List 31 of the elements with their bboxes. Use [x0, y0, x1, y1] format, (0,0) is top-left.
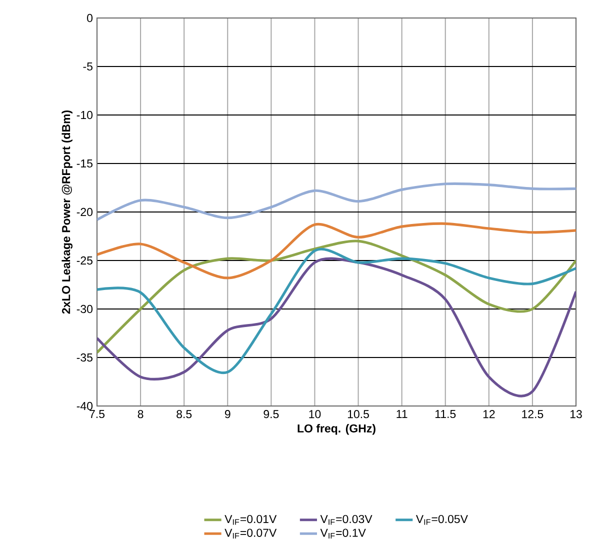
x-tick-label: 11: [396, 410, 408, 418]
x-tick-label: 9: [224, 410, 230, 418]
x-tick-label: 10.5: [348, 410, 369, 418]
legend-label: V$_{IF}$=0.05V: [416, 514, 468, 525]
y-tick-label: -5: [83, 62, 92, 71]
legend-label: V$_{IF}$=0.01V: [224, 514, 277, 525]
x-tick-label: 7.5: [90, 410, 105, 418]
legend-label: V$_{IF}$=0.07V: [224, 528, 277, 539]
x-tick-label: 12: [483, 410, 495, 418]
x-tick-label: 8: [138, 410, 144, 418]
line-series: [97, 240, 576, 354]
x-tick-label: 11.5: [435, 410, 456, 418]
y-tick-label: -20: [76, 208, 93, 216]
legend-label: V$_{IF}$=0.1V: [320, 528, 366, 539]
y-tick-label: -15: [76, 160, 92, 168]
y-tick-label: -35: [76, 353, 92, 362]
x-axis-title: LO freq. (GHz): [298, 424, 376, 435]
y-tick-label: -10: [76, 110, 93, 120]
y-tick-label: 0: [87, 14, 93, 22]
line-series: [97, 182, 576, 222]
x-tick-label: 13: [570, 410, 582, 418]
y-tick-label: -30: [76, 304, 93, 314]
y-axis-title: 2xLO Leakage Power @RFport (dBm): [62, 110, 72, 314]
x-tick-label: 8.5: [176, 410, 192, 418]
line-series: [97, 222, 576, 280]
x-tick-label: 10: [309, 410, 321, 418]
y-tick-label: -25: [76, 256, 92, 265]
x-tick-label: 12.5: [522, 410, 544, 418]
y-tick-label: -40: [76, 402, 93, 410]
x-tick-label: 9.5: [264, 410, 279, 418]
legend-label: V$_{IF}$=0.03V: [320, 514, 372, 525]
